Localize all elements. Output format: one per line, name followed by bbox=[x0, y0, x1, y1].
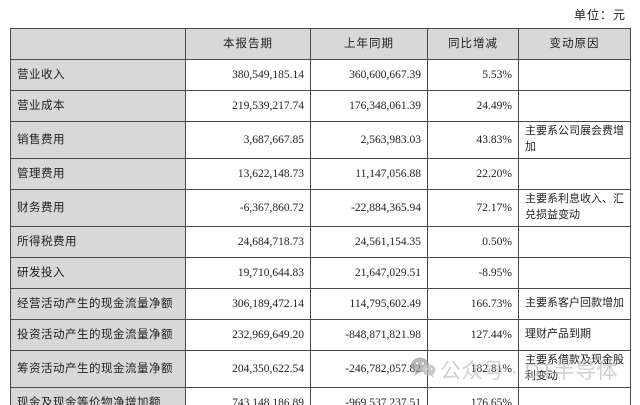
change-reason: 主要系公司展会费增加 bbox=[518, 121, 631, 159]
prior-value: -22,884,365.94 bbox=[310, 189, 428, 227]
current-value: 306,189,472.14 bbox=[185, 288, 311, 320]
prior-value: -848,871,821.98 bbox=[310, 319, 428, 351]
table-row: 所得税费用 24,684,718.73 24,561,154.35 0.50% bbox=[10, 226, 631, 258]
current-value: 24,684,718.73 bbox=[185, 226, 311, 258]
change-reason: 主要系利息收入、汇兑损益变动 bbox=[518, 189, 631, 227]
current-value: 219,539,217.74 bbox=[185, 90, 311, 122]
yoy-change: 72.17% bbox=[427, 189, 519, 227]
change-reason bbox=[518, 387, 631, 405]
prior-value: -969,537,237.51 bbox=[310, 387, 428, 405]
change-reason bbox=[518, 158, 631, 190]
yoy-change: 24.49% bbox=[427, 90, 519, 122]
header-blank-cell bbox=[10, 28, 186, 60]
prior-value: 176,348,061.39 bbox=[310, 90, 428, 122]
current-value: 3,687,667.85 bbox=[185, 121, 311, 159]
change-reason bbox=[518, 90, 631, 122]
row-label: 营业成本 bbox=[10, 90, 186, 122]
yoy-change: 43.83% bbox=[427, 121, 519, 159]
unit-label: 单位：元 bbox=[573, 8, 626, 22]
row-label: 经营活动产生的现金流量净额 bbox=[10, 288, 186, 320]
header-prior-period: 上年同期 bbox=[310, 28, 428, 60]
current-value: 232,969,649.20 bbox=[185, 319, 311, 351]
prior-value: 11,147,056.88 bbox=[310, 158, 428, 190]
row-label: 研发投入 bbox=[10, 257, 186, 289]
row-label: 销售费用 bbox=[10, 121, 186, 159]
table-row: 筹资活动产生的现金流量净额 204,350,622.54 -246,782,05… bbox=[10, 350, 631, 388]
table-row: 营业收入 380,549,185.14 360,600,667.39 5.53% bbox=[10, 59, 631, 91]
prior-value: 21,647,029.51 bbox=[310, 257, 428, 289]
yoy-change: 166.73% bbox=[427, 288, 519, 320]
current-value: 204,350,622.54 bbox=[185, 350, 311, 388]
prior-value: 360,600,667.39 bbox=[310, 59, 428, 91]
row-label: 筹资活动产生的现金流量净额 bbox=[10, 350, 186, 388]
prior-value: 24,561,154.35 bbox=[310, 226, 428, 258]
current-value: 19,710,644.83 bbox=[185, 257, 311, 289]
financial-summary-table: 本报告期 上年同期 同比增减 变动原因 营业收入 380,549,185.14 … bbox=[10, 28, 631, 405]
table-row: 管理费用 13,622,148.73 11,147,056.88 22.20% bbox=[10, 158, 631, 190]
yoy-change: 127.44% bbox=[427, 319, 519, 351]
row-label: 管理费用 bbox=[10, 158, 186, 190]
prior-value: 2,563,983.03 bbox=[310, 121, 428, 159]
yoy-change: 22.20% bbox=[427, 158, 519, 190]
table-row: 销售费用 3,687,667.85 2,563,983.03 43.83% 主要… bbox=[10, 121, 631, 159]
change-reason bbox=[518, 59, 631, 91]
table-row: 财务费用 -6,367,860.72 -22,884,365.94 72.17%… bbox=[10, 189, 631, 227]
row-label: 投资活动产生的现金流量净额 bbox=[10, 319, 186, 351]
table-row: 现金及现金等价物净增加额 743,148,186.89 -969,537,237… bbox=[10, 387, 631, 405]
row-label: 所得税费用 bbox=[10, 226, 186, 258]
change-reason: 主要系借款及现金股利变动 bbox=[518, 350, 631, 388]
current-value: 380,549,185.14 bbox=[185, 59, 311, 91]
change-reason bbox=[518, 226, 631, 258]
header-yoy-change: 同比增减 bbox=[427, 28, 519, 60]
table-row: 经营活动产生的现金流量净额 306,189,472.14 114,795,602… bbox=[10, 288, 631, 320]
yoy-change: 5.53% bbox=[427, 59, 519, 91]
row-label: 营业收入 bbox=[10, 59, 186, 91]
prior-value: -246,782,057.82 bbox=[310, 350, 428, 388]
yoy-change: -8.95% bbox=[427, 257, 519, 289]
change-reason: 主要系客户回款增加 bbox=[518, 288, 631, 320]
yoy-change: 182.81% bbox=[427, 350, 519, 388]
current-value: -6,367,860.72 bbox=[185, 189, 311, 227]
row-label: 财务费用 bbox=[10, 189, 186, 227]
row-label: 现金及现金等价物净增加额 bbox=[10, 387, 186, 405]
yoy-change: 176.65% bbox=[427, 387, 519, 405]
table-row: 研发投入 19,710,644.83 21,647,029.51 -8.95% bbox=[10, 257, 631, 289]
current-value: 13,622,148.73 bbox=[185, 158, 311, 190]
yoy-change: 0.50% bbox=[427, 226, 519, 258]
header-change-reason: 变动原因 bbox=[518, 28, 631, 60]
header-current-period: 本报告期 bbox=[185, 28, 311, 60]
table-header-row: 本报告期 上年同期 同比增减 变动原因 bbox=[10, 28, 631, 60]
change-reason bbox=[518, 257, 631, 289]
table-row: 营业成本 219,539,217.74 176,348,061.39 24.49… bbox=[10, 90, 631, 122]
change-reason: 理财产品到期 bbox=[518, 319, 631, 351]
current-value: 743,148,186.89 bbox=[185, 387, 311, 405]
prior-value: 114,795,602.49 bbox=[310, 288, 428, 320]
table-row: 投资活动产生的现金流量净额 232,969,649.20 -848,871,82… bbox=[10, 319, 631, 351]
